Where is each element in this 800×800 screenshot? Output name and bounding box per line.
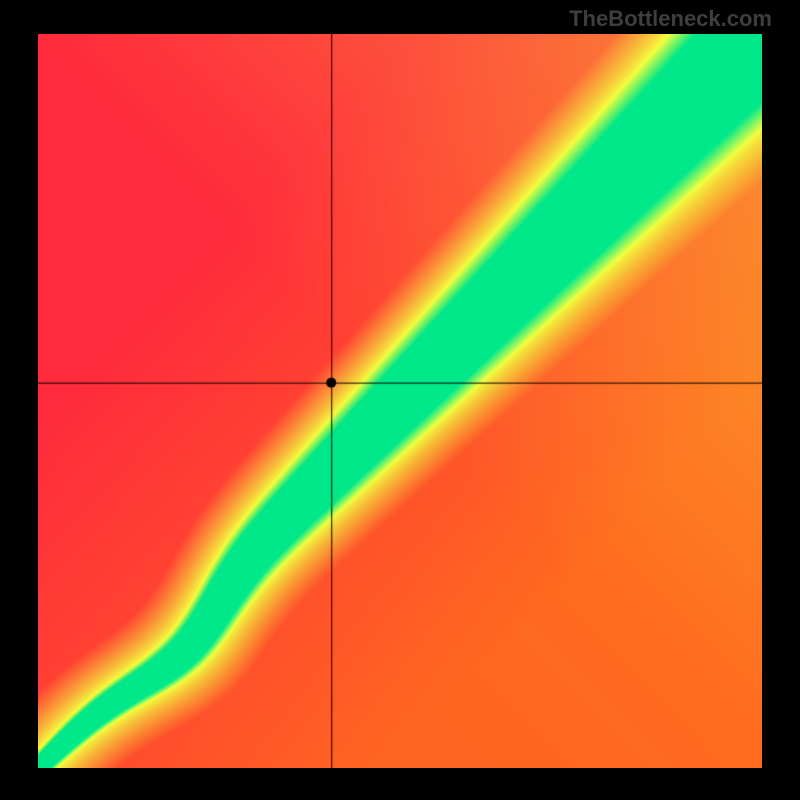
heatmap-canvas bbox=[38, 34, 762, 768]
heatmap-plot bbox=[38, 34, 762, 768]
watermark-text: TheBottleneck.com bbox=[569, 6, 772, 32]
